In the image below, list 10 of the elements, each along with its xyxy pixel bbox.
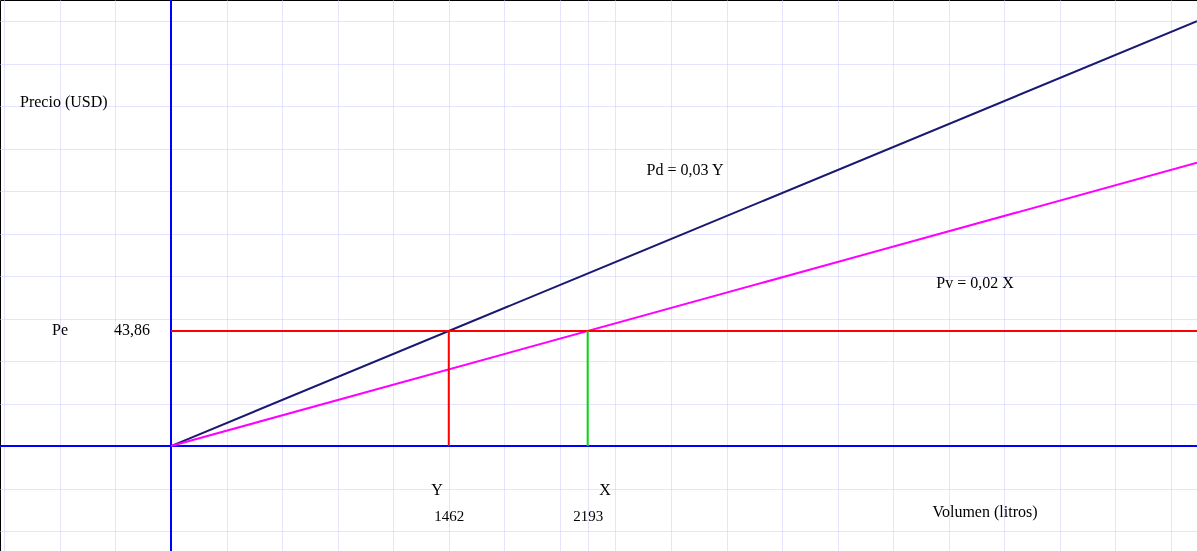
- annotation: Pv = 0,02 X: [936, 274, 1015, 291]
- x-axis-title: Volumen (litros): [932, 503, 1038, 521]
- y-axis-title: Precio (USD): [20, 93, 108, 111]
- text: Y: [431, 481, 444, 498]
- annotation: Pe: [52, 321, 68, 338]
- x-tick-label: 1462: [434, 507, 465, 524]
- x-tick-label: 2193: [573, 507, 604, 524]
- annotation: Pd = 0,03 Y: [646, 161, 724, 178]
- text: X: [599, 481, 612, 498]
- annotation: 43,86: [114, 321, 150, 338]
